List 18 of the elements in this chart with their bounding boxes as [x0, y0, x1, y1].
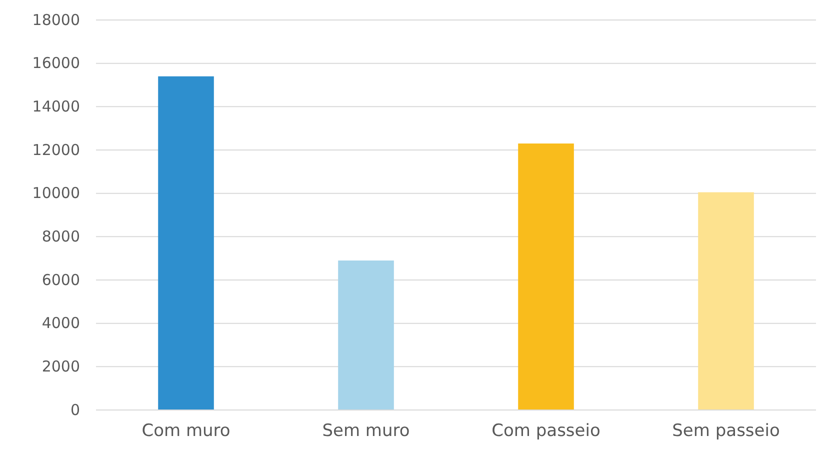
- bar: [338, 260, 394, 410]
- y-tick-label: 8000: [42, 227, 80, 246]
- bar: [158, 76, 214, 410]
- y-tick-label: 0: [70, 400, 80, 419]
- y-tick-label: 14000: [32, 97, 80, 116]
- y-tick-label: 18000: [32, 10, 80, 29]
- y-tick-label: 4000: [42, 314, 80, 332]
- y-tick-label: 10000: [32, 184, 80, 202]
- x-tick-label: Com passeio: [492, 421, 600, 442]
- x-tick-label: Com muro: [142, 421, 230, 442]
- x-tick-label: Sem muro: [322, 421, 410, 442]
- bar: [518, 144, 574, 410]
- y-tick-label: 16000: [32, 54, 80, 72]
- y-tick-label: 12000: [32, 140, 80, 159]
- y-tick-label: 2000: [42, 357, 80, 376]
- y-tick-label: 6000: [42, 270, 80, 289]
- bar: [698, 192, 754, 410]
- x-tick-label: Sem passeio: [672, 421, 780, 442]
